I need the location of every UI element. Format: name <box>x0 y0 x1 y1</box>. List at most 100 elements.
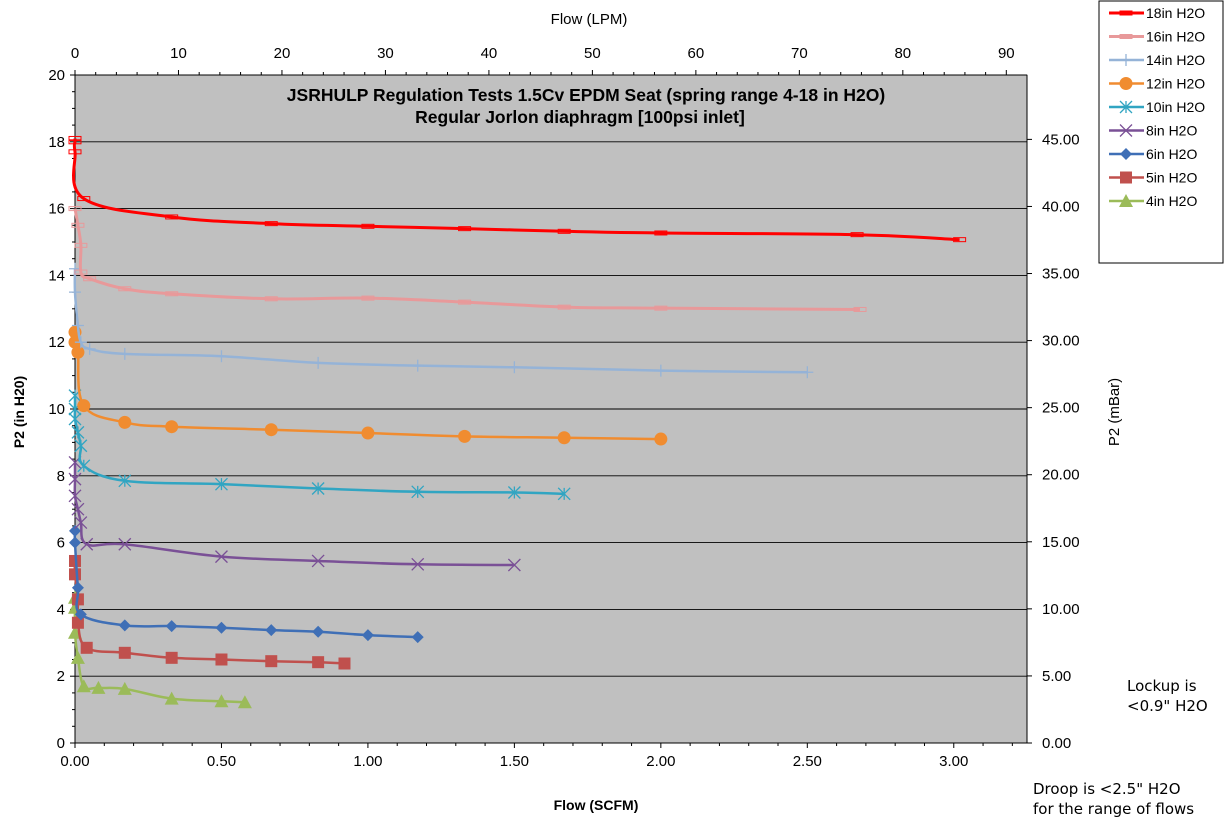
data-point <box>361 629 374 642</box>
series-3 <box>68 325 668 446</box>
data-point <box>71 581 84 594</box>
y-tick-label-3: 6 <box>57 535 65 552</box>
legend-label-0: 18in H2O <box>1146 5 1205 21</box>
data-point <box>654 432 668 446</box>
x2-tick-label-4: 40 <box>481 45 498 62</box>
data-point <box>557 228 571 234</box>
x-tick-label-0: 0.00 <box>60 753 89 770</box>
data-point <box>69 286 81 299</box>
data-point <box>118 474 132 488</box>
y2-tick-label-7: 35.00 <box>1042 266 1080 283</box>
data-point <box>557 431 571 445</box>
data-point <box>77 196 91 202</box>
data-point <box>507 486 521 499</box>
y-tick-label-6: 12 <box>48 334 65 351</box>
x2-tick-label-2: 20 <box>274 45 291 62</box>
y-tick-label-4: 8 <box>57 468 65 485</box>
lockup-note-line-1: Lockup is <box>1127 677 1197 695</box>
droop-note-line-2: for the range of flows <box>1033 800 1195 818</box>
data-point <box>411 485 425 499</box>
data-point <box>68 206 82 212</box>
chart-title-line-2: Regular Jorlon diaphragm [100psi inlet] <box>415 107 745 127</box>
data-point <box>74 269 88 275</box>
data-point <box>338 657 351 670</box>
data-point <box>264 296 278 302</box>
data-point <box>74 516 88 530</box>
y2-tick-label-9: 45.00 <box>1042 131 1080 148</box>
data-point <box>361 426 375 440</box>
legend: 18in H2O 16in H2O 14in H2O 12in H2O 10in H2O… <box>1098 0 1224 264</box>
series-line-5 <box>73 462 515 567</box>
data-point <box>557 487 571 501</box>
data-point <box>164 691 179 705</box>
y2-tick-label-2: 10.00 <box>1042 601 1080 618</box>
y2-tick-label-1: 5.00 <box>1042 668 1071 685</box>
x-axis-label: Flow (SCFM) <box>554 797 639 813</box>
data-point <box>74 439 88 453</box>
y-tick-label-9: 18 <box>48 134 65 151</box>
data-point <box>654 230 668 236</box>
y2-tick-label-3: 15.00 <box>1042 534 1080 551</box>
data-point <box>68 149 82 155</box>
droop-note-line-1: Droop is <2.5" H2O <box>1033 780 1181 798</box>
data-point <box>117 681 132 695</box>
data-point <box>312 625 325 638</box>
series-1 <box>68 206 867 312</box>
legend-label-6: 6in H2O <box>1146 146 1197 162</box>
data-point <box>69 524 81 537</box>
legend-marker-8 <box>1119 194 1133 207</box>
data-point <box>71 319 84 332</box>
data-point <box>311 482 325 495</box>
data-point <box>850 232 864 238</box>
legend-label-2: 14in H2O <box>1146 52 1205 68</box>
series-line-0 <box>71 138 960 242</box>
y-tick-label-10: 20 <box>48 67 65 84</box>
data-point <box>74 336 87 349</box>
data-point <box>312 656 325 669</box>
data-point <box>68 139 82 145</box>
droop-note: Droop is <2.5" H2O for the range of flow… <box>1033 779 1194 819</box>
legend-marker-7 <box>1120 171 1132 184</box>
data-point <box>71 222 85 228</box>
x2-axis-label: Flow (LPM) <box>551 11 628 28</box>
data-point <box>853 306 867 312</box>
data-point <box>801 366 814 379</box>
data-point <box>76 679 91 693</box>
data-point <box>507 558 521 572</box>
data-point <box>69 568 81 581</box>
data-point <box>214 694 229 708</box>
series-2 <box>69 262 814 379</box>
series-5 <box>68 455 521 572</box>
data-point <box>71 502 85 516</box>
y2-tick-label-4: 20.00 <box>1042 467 1080 484</box>
data-point <box>118 537 132 551</box>
x2-tick-label-1: 10 <box>170 45 187 62</box>
legend-marker-3 <box>1119 77 1133 90</box>
data-point <box>71 425 85 439</box>
data-point <box>215 477 228 491</box>
data-point <box>458 299 472 305</box>
data-point <box>68 135 82 141</box>
y2-tick-label-0: 0.00 <box>1042 735 1071 752</box>
data-point <box>68 472 82 486</box>
data-point <box>237 695 252 709</box>
data-point <box>458 226 472 232</box>
series-line-1 <box>73 208 861 311</box>
data-point <box>312 356 325 369</box>
data-point <box>165 620 178 633</box>
data-point <box>74 242 88 248</box>
x2-tick-label-0: 0 <box>71 45 79 62</box>
data-point <box>118 415 132 429</box>
data-point <box>508 361 521 374</box>
x2-tick-label-7: 70 <box>791 45 808 62</box>
data-point <box>458 429 472 443</box>
data-point <box>165 420 179 434</box>
data-point <box>77 459 91 473</box>
y-tick-label-1: 2 <box>57 668 65 685</box>
data-point <box>118 286 132 292</box>
data-point <box>265 624 278 637</box>
data-point <box>165 214 179 220</box>
legend-label-3: 12in H2O <box>1146 76 1205 92</box>
lockup-note: Lockup is <0.9" H2O <box>1127 676 1208 716</box>
